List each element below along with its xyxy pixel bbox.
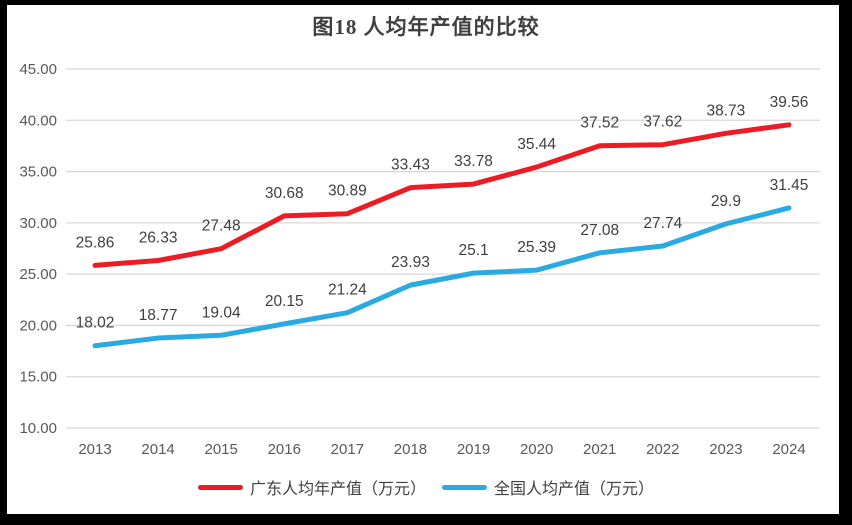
x-axis-label: 2020 (520, 441, 553, 458)
data-label-series-0: 27.48 (202, 218, 241, 235)
frame-border-bottom (0, 514, 852, 525)
x-axis-label: 2019 (457, 441, 490, 458)
x-axis-label: 2022 (646, 441, 679, 458)
frame-border-top (0, 0, 852, 5)
chart-title: 图18 人均年产值的比较 (312, 15, 540, 39)
x-axis-label: 2018 (394, 441, 427, 458)
data-label-series-0: 26.33 (139, 230, 178, 247)
data-label-series-0: 37.62 (643, 114, 682, 131)
legend-label-national: 全国人均产值（万元） (494, 481, 655, 498)
x-axis-label: 2024 (772, 441, 805, 458)
legend-item-guangdong: 广东人均年产值（万元） (197, 475, 426, 499)
legend-item-national: 全国人均产值（万元） (442, 475, 654, 499)
data-label-series-0: 33.43 (391, 157, 430, 174)
data-label-series-0: 30.89 (328, 183, 367, 200)
data-label-series-1: 19.04 (202, 304, 241, 321)
x-axis-label: 2016 (268, 441, 301, 458)
x-axis-label: 2013 (78, 441, 111, 458)
data-label-series-1: 27.08 (580, 222, 619, 239)
frame-border-right (839, 0, 852, 525)
data-label-series-1: 18.77 (139, 307, 178, 324)
series-line-0 (92, 122, 792, 268)
chart-legend: 广东人均年产值（万元） 全国人均产值（万元） (0, 476, 852, 498)
x-axis-label: 2014 (141, 441, 174, 458)
data-label-series-1: 25.1 (458, 242, 488, 259)
y-axis-tick-label: 25.00 (19, 266, 57, 283)
legend-label-guangdong: 广东人均年产值（万元） (249, 481, 426, 498)
y-axis-tick-label: 35.00 (19, 164, 57, 181)
y-axis-tick-label: 40.00 (19, 112, 57, 129)
x-axis-label: 2017 (331, 441, 364, 458)
y-axis-tick-label: 15.00 (19, 369, 57, 386)
y-axis-tick-label: 30.00 (19, 215, 57, 232)
data-label-series-0: 25.86 (76, 234, 115, 251)
data-label-series-1: 23.93 (391, 254, 430, 271)
data-label-series-0: 39.56 (770, 94, 809, 111)
data-label-series-1: 27.74 (643, 215, 682, 232)
data-label-series-1: 20.15 (265, 293, 304, 310)
x-axis-label: 2023 (709, 441, 742, 458)
data-label-series-1: 21.24 (328, 282, 367, 299)
series-line-1 (92, 205, 792, 349)
x-axis-label: 2021 (583, 441, 616, 458)
data-label-series-0: 33.78 (454, 153, 493, 170)
frame-border-left (0, 0, 7, 525)
y-axis-tick-label: 45.00 (19, 61, 57, 78)
data-label-series-1: 31.45 (770, 177, 809, 194)
legend-swatch-national-icon (442, 484, 487, 490)
data-label-series-0: 30.68 (265, 185, 304, 202)
data-label-series-0: 35.44 (517, 136, 556, 153)
data-label-series-1: 18.02 (76, 315, 115, 332)
data-label-series-1: 29.9 (711, 193, 741, 210)
data-label-series-0: 37.52 (580, 115, 619, 132)
data-label-series-1: 25.39 (517, 239, 556, 256)
legend-swatch-guangdong-icon (197, 484, 243, 490)
data-label-series-0: 38.73 (707, 102, 746, 119)
x-axis-label: 2015 (204, 441, 237, 458)
y-axis-tick-label: 20.00 (19, 317, 57, 334)
y-axis-tick-label: 10.00 (19, 420, 57, 437)
